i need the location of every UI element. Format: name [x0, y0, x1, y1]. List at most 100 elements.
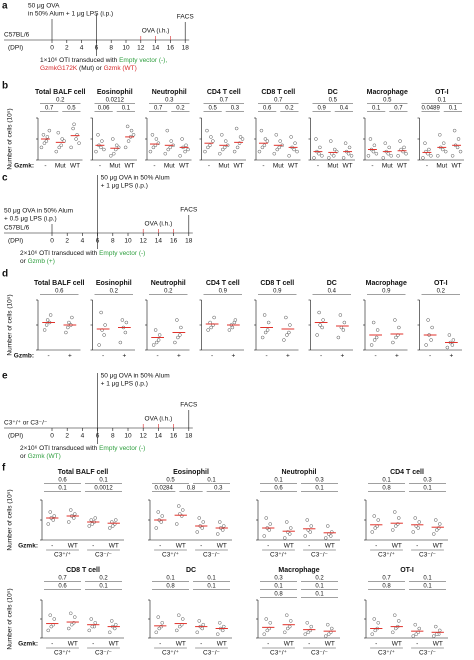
group-label: - [159, 543, 161, 550]
group-label: - [99, 163, 101, 170]
day-label: 18 [185, 433, 193, 440]
data-point [41, 133, 46, 137]
data-point [103, 323, 107, 327]
transfer-segment: Empty vector (-), [119, 57, 167, 64]
group-label: WT [433, 641, 443, 648]
panel-title: Neutrophil [151, 280, 186, 287]
genotype-label: C3⁺/⁺ [378, 650, 396, 657]
data-point [347, 145, 352, 150]
p-value: 0.0212 [106, 98, 125, 104]
p-value: 0.2 [315, 576, 324, 582]
group-label: + [231, 353, 235, 360]
data-point [265, 328, 270, 332]
data-point [129, 128, 134, 133]
data-point [165, 128, 170, 133]
transfer-text: 2×10⁶ OTI transduced with Empty vector (… [20, 445, 145, 452]
data-point [274, 133, 279, 137]
p-value: 0.1 [423, 584, 432, 590]
data-point [371, 149, 376, 154]
p-value: 0.8 [187, 486, 196, 492]
data-point [456, 137, 461, 141]
p-value: 0.7 [382, 576, 391, 582]
group-label: WT [433, 543, 443, 550]
data-point [289, 135, 293, 139]
p-value: 0.3 [315, 478, 324, 484]
ova-label: OVA (i.h.) [145, 221, 173, 228]
group-label: Mut [218, 163, 229, 170]
day-label: 0 [50, 45, 54, 52]
y-axis-label: Number of cells (10⁵) [7, 489, 14, 550]
p-value: 0.5 [383, 98, 392, 104]
group-label: Mut [273, 163, 284, 170]
panel-title: Eosinophil [96, 280, 132, 287]
data-point [375, 328, 380, 332]
data-point [320, 154, 324, 158]
data-point [197, 516, 201, 520]
data-point [45, 318, 50, 322]
data-point [238, 135, 243, 139]
data-point [99, 145, 103, 150]
p-value: 0.5 [329, 98, 338, 104]
data-point [262, 534, 266, 538]
data-point [181, 617, 185, 621]
data-point [67, 626, 71, 631]
panel-letter: e [2, 371, 8, 382]
data-point [148, 149, 153, 154]
data-point [156, 338, 161, 342]
genotype-label: C3⁺/⁺ [162, 650, 180, 657]
day-label: 16 [167, 45, 175, 52]
p-value: 0.1 [207, 478, 216, 484]
panel-letter: b [2, 81, 8, 92]
data-point [114, 622, 118, 627]
data-point [93, 621, 97, 625]
panel-title: CD8 T cell [66, 567, 100, 574]
data-point [349, 154, 354, 158]
data-point [77, 141, 81, 145]
group-label: - [267, 543, 269, 550]
facs-label: FACS [180, 402, 198, 409]
data-point [265, 139, 270, 143]
data-point [266, 320, 271, 325]
data-point [178, 333, 182, 337]
data-point [372, 617, 376, 621]
data-point [394, 626, 398, 631]
data-point [218, 151, 222, 156]
dose-text: + 1 μg LPS (i.p.) [101, 183, 148, 190]
data-point [195, 530, 199, 534]
group-label: - [267, 641, 269, 648]
panel-title: CD4 T cell [207, 89, 241, 96]
data-point [64, 330, 68, 335]
factor-label: Gzmb: [14, 353, 34, 360]
data-point [368, 137, 373, 141]
data-point [288, 532, 292, 536]
data-point [321, 318, 325, 322]
data-point [223, 139, 228, 143]
group-label: - [262, 163, 264, 170]
transfer-segment: 1×10⁶ OTI transduced with [40, 57, 119, 64]
data-point [318, 145, 322, 150]
genotype-label: C3⁺/⁺ [270, 552, 288, 559]
data-point [111, 524, 115, 528]
y-axis-label: Number of cells (10⁵) [7, 108, 14, 169]
data-point [436, 154, 440, 158]
data-point [154, 526, 158, 530]
data-point [326, 524, 330, 528]
data-point [90, 624, 94, 629]
day-label: 2 [65, 433, 69, 440]
data-point [54, 149, 59, 154]
data-point [227, 328, 232, 332]
group-label: WT [125, 163, 135, 170]
data-point [397, 516, 401, 520]
data-point [435, 632, 439, 636]
data-point [125, 124, 130, 129]
p-value: 0.3 [214, 486, 223, 492]
data-point [175, 318, 179, 322]
panel-title: DC [327, 280, 337, 287]
data-point [48, 510, 52, 514]
data-point [369, 343, 374, 347]
data-point [370, 530, 374, 534]
panel-letter: a [2, 1, 8, 12]
group-label: - [371, 163, 373, 170]
data-point [230, 325, 235, 330]
group-label: WT [397, 163, 407, 170]
